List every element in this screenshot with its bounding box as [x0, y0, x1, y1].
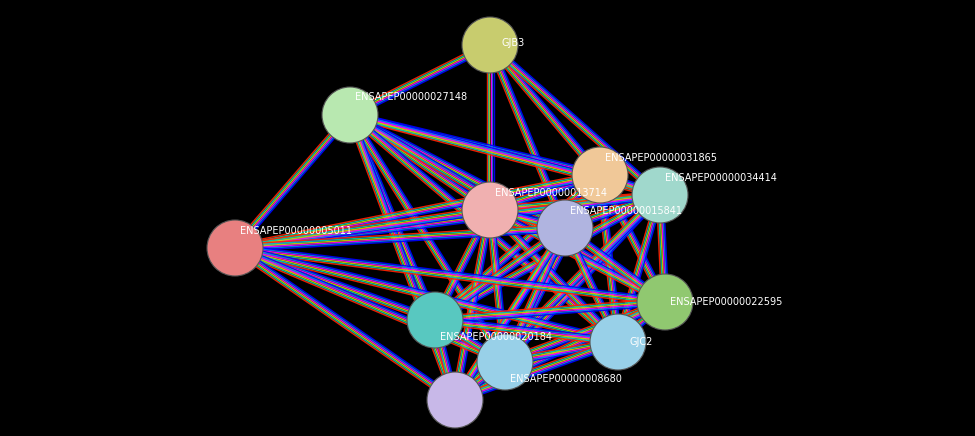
Text: ENSAPEP00000008680: ENSAPEP00000008680 — [510, 374, 622, 384]
Circle shape — [477, 334, 533, 390]
Circle shape — [462, 17, 518, 73]
Circle shape — [537, 200, 593, 256]
Text: ENSAPEP00000015841: ENSAPEP00000015841 — [570, 206, 682, 216]
Circle shape — [322, 87, 378, 143]
Circle shape — [632, 167, 688, 223]
Text: GJC2: GJC2 — [630, 337, 653, 347]
Text: ENSAPEP00000005011: ENSAPEP00000005011 — [240, 226, 352, 236]
Text: ENSAPEP00000027148: ENSAPEP00000027148 — [355, 92, 467, 102]
Circle shape — [590, 314, 646, 370]
Circle shape — [462, 182, 518, 238]
Circle shape — [637, 274, 693, 330]
Text: ENSAPEP00000020184: ENSAPEP00000020184 — [440, 332, 552, 342]
Text: ENSAPEP00000034414: ENSAPEP00000034414 — [665, 173, 777, 183]
Circle shape — [572, 147, 628, 203]
Circle shape — [207, 220, 263, 276]
Text: ENSAPEP00000013714: ENSAPEP00000013714 — [495, 188, 607, 198]
Circle shape — [407, 292, 463, 348]
Text: ENSAPEP00000022595: ENSAPEP00000022595 — [670, 297, 782, 307]
Circle shape — [427, 372, 483, 428]
Text: GJB3: GJB3 — [502, 38, 526, 48]
Text: ENSAPEP00000031865: ENSAPEP00000031865 — [605, 153, 717, 163]
